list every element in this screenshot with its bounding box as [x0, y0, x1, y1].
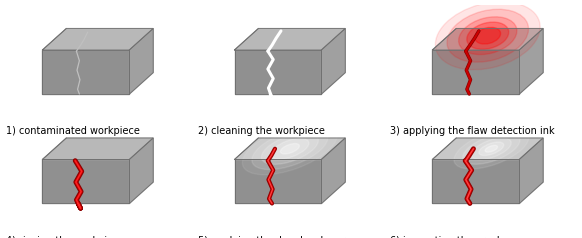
Text: 5) applying the dye developer: 5) applying the dye developer [198, 236, 345, 238]
Ellipse shape [242, 123, 338, 175]
Ellipse shape [479, 142, 504, 155]
Polygon shape [129, 138, 153, 203]
Polygon shape [129, 29, 153, 94]
Ellipse shape [463, 133, 520, 164]
Polygon shape [235, 159, 321, 203]
Ellipse shape [454, 129, 528, 169]
Ellipse shape [475, 27, 501, 44]
Polygon shape [42, 50, 129, 94]
Ellipse shape [281, 144, 299, 154]
Text: 6) inspecting the crack: 6) inspecting the crack [390, 236, 502, 238]
Polygon shape [235, 50, 321, 94]
Ellipse shape [447, 9, 528, 62]
Ellipse shape [435, 2, 540, 70]
Polygon shape [42, 29, 153, 50]
Text: 2) cleaning the workpiece: 2) cleaning the workpiece [198, 126, 325, 136]
Polygon shape [235, 29, 345, 50]
Polygon shape [321, 138, 345, 203]
Text: 1) contaminated workpiece: 1) contaminated workpiece [6, 126, 140, 136]
Ellipse shape [252, 128, 328, 169]
Ellipse shape [485, 145, 498, 152]
Text: 4) rinsing the workpiece: 4) rinsing the workpiece [6, 236, 125, 238]
Polygon shape [432, 159, 519, 203]
Text: 3) applying the flaw detection ink: 3) applying the flaw detection ink [390, 126, 555, 136]
Polygon shape [519, 29, 543, 94]
Polygon shape [519, 138, 543, 203]
Ellipse shape [271, 138, 309, 159]
Polygon shape [235, 138, 345, 159]
Polygon shape [432, 138, 543, 159]
Polygon shape [432, 50, 519, 94]
Polygon shape [42, 138, 153, 159]
Ellipse shape [261, 133, 318, 164]
Polygon shape [42, 159, 129, 203]
Polygon shape [321, 29, 345, 94]
Ellipse shape [459, 17, 517, 55]
Ellipse shape [471, 138, 511, 159]
Polygon shape [432, 29, 543, 50]
Ellipse shape [467, 22, 509, 49]
